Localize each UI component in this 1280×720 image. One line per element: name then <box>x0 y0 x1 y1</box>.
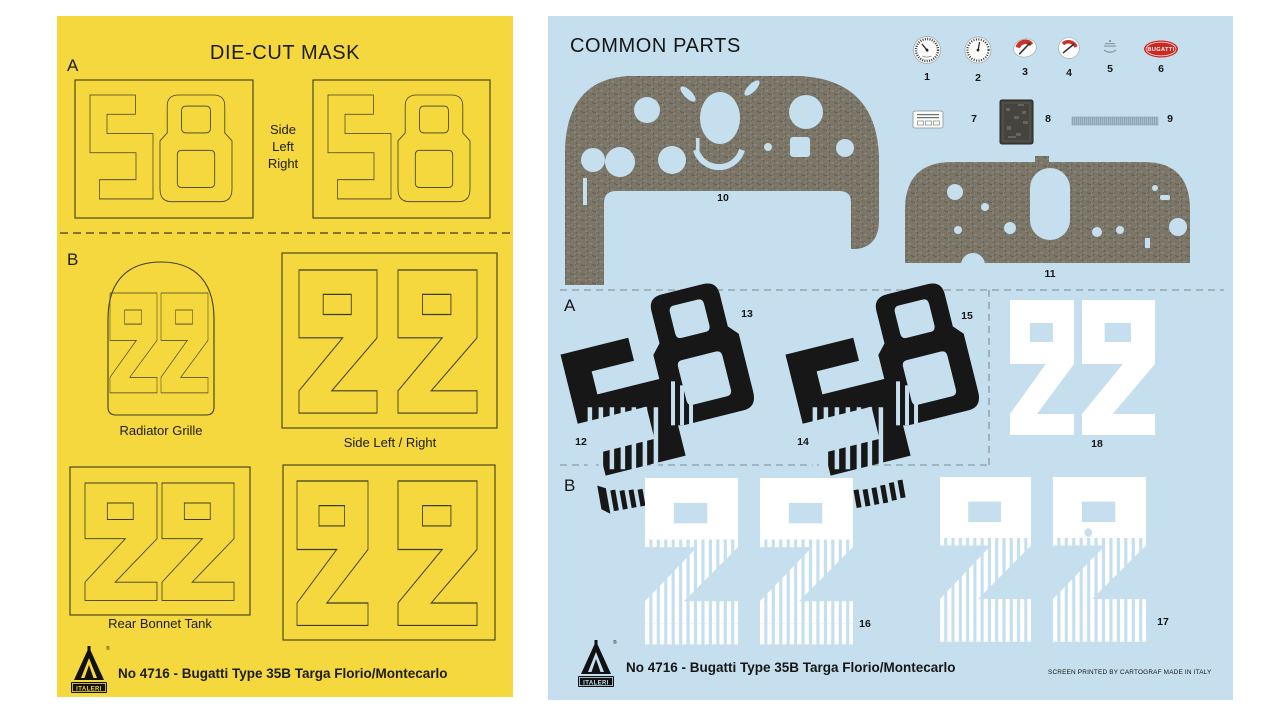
decal-sheet-title: COMMON PARTS <box>570 35 741 57</box>
part-number-5: 5 <box>1107 63 1113 75</box>
part-number-9: 9 <box>1167 113 1173 125</box>
race-number-22-white-decal <box>1010 300 1155 435</box>
bugatti-badge-decal: BUGATTI <box>1144 40 1178 58</box>
gauge-4-decal <box>1058 37 1080 59</box>
italeri-logo-reg: ® <box>106 645 110 652</box>
decal-section-dividers <box>560 289 1224 466</box>
mask-radiator-grille <box>107 261 215 416</box>
race-number-22-louvered-decal-17 <box>940 477 1146 642</box>
part-number-15: 15 <box>961 310 973 322</box>
mask-22-rear-box <box>69 466 251 616</box>
italeri-logo: ITALERI ® <box>71 645 110 693</box>
bugatti-badge-text: BUGATTI <box>1147 47 1174 53</box>
race-number-58-decal-2 <box>785 278 982 514</box>
mask-section-b-label: B <box>67 250 79 269</box>
part-number-17: 17 <box>1157 616 1169 628</box>
decal-section-a-label: A <box>564 296 576 315</box>
part-number-8: 8 <box>1045 113 1051 125</box>
decal-sheet-footer: No 4716 - Bugatti Type 35B Targa Florio/… <box>626 660 956 675</box>
part-number-13: 13 <box>741 308 753 320</box>
gauge-2-decal <box>964 36 992 64</box>
part-number-11: 11 <box>1044 268 1056 280</box>
mask-side-lr-label: Side Left / Right <box>343 435 437 450</box>
mask-side-note-line3: Right <box>267 156 299 171</box>
part-number-6: 6 <box>1158 63 1164 75</box>
gauge-3-decal <box>1013 38 1037 58</box>
part-number-3: 3 <box>1022 66 1028 78</box>
printer-note: SCREEN PRINTED BY CARTOGRAF MADE IN ITAL… <box>1048 669 1212 676</box>
plate-8-decal <box>999 99 1034 145</box>
mask-rear-bonnet-label: Rear Bonnet Tank <box>108 616 212 631</box>
strip-9-decal <box>1071 116 1159 126</box>
mask-radiator-grille-label: Radiator Grille <box>119 423 203 438</box>
mask-22-extra-box <box>282 464 496 641</box>
italeri-logo-reg: ® <box>613 639 617 646</box>
part-number-12: 12 <box>575 436 587 448</box>
part-number-1: 1 <box>924 71 930 83</box>
part-number-18: 18 <box>1091 438 1103 450</box>
data-plate-7-decal <box>912 110 944 129</box>
italeri-logo-text: ITALERI <box>76 686 102 692</box>
part-number-14: 14 <box>797 436 809 448</box>
race-number-22-louvered-decal-16 <box>645 478 853 645</box>
part-number-7: 7 <box>971 113 977 125</box>
mask-58-left-box <box>74 79 254 219</box>
part-number-10: 10 <box>717 192 729 204</box>
die-cut-mask-sheet: ITALERI ® DIE-CUT MASK A Side Left Right… <box>57 16 513 697</box>
italeri-logo-text: ITALERI <box>583 680 609 686</box>
part-number-16: 16 <box>859 618 871 630</box>
gauge-1-decal <box>913 36 941 64</box>
mask-section-a-label: A <box>67 56 79 75</box>
mask-sheet-title: DIE-CUT MASK <box>209 42 361 64</box>
mask-58-right-box <box>312 79 491 219</box>
part-number-4: 4 <box>1066 67 1072 79</box>
mask-sheet-footer: No 4716 - Bugatti Type 35B Targa Florio/… <box>118 666 448 681</box>
mask-side-note: Side Left Right <box>253 121 313 172</box>
decal-section-b-label: B <box>564 476 576 495</box>
emblem-5-decal <box>1103 40 1117 53</box>
part-number-2: 2 <box>975 72 981 84</box>
mask-side-note-line2: Left <box>272 139 294 154</box>
mask-side-note-line1: Side <box>269 122 297 137</box>
italeri-logo: ITALERI ® <box>578 639 617 687</box>
dashboard-decal-10 <box>565 76 879 285</box>
mask-22-side-box <box>281 252 498 429</box>
common-parts-decal-sheet: BUGATTI <box>548 16 1233 700</box>
mask-sheet-graphics: ITALERI ® <box>60 79 510 693</box>
dashboard-decal-11 <box>905 156 1190 277</box>
decal-sheet-graphics: BUGATTI <box>560 36 1224 687</box>
